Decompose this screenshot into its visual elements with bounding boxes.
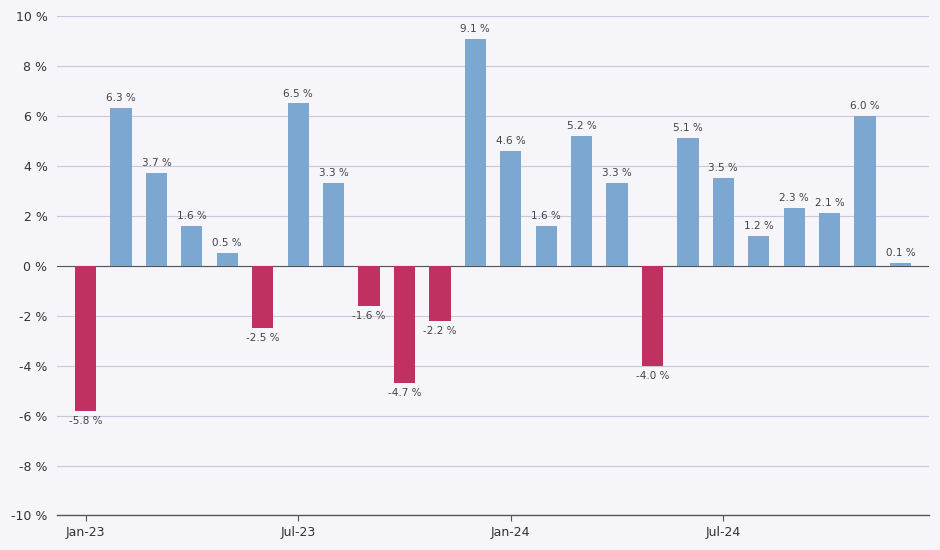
Bar (146, 173, 167, 266)
Text: 1.6 %: 1.6 % (177, 211, 207, 221)
Text: 5.2 %: 5.2 % (567, 121, 597, 131)
Text: 1.6 %: 1.6 % (531, 211, 561, 221)
Text: 3.5 %: 3.5 % (709, 163, 738, 173)
Text: -1.6 %: -1.6 % (352, 311, 385, 321)
Bar (642, 266, 663, 366)
Text: -4.7 %: -4.7 % (387, 388, 421, 398)
Text: -5.8 %: -5.8 % (69, 416, 102, 426)
Text: 9.1 %: 9.1 % (461, 24, 490, 34)
Bar (571, 136, 592, 266)
Bar (394, 266, 415, 383)
Text: 6.5 %: 6.5 % (283, 89, 313, 98)
Text: 3.3 %: 3.3 % (603, 168, 632, 178)
Bar (606, 183, 628, 266)
Text: 6.0 %: 6.0 % (851, 101, 880, 111)
Bar (75, 266, 96, 411)
Text: 3.3 %: 3.3 % (319, 168, 349, 178)
Bar (252, 266, 274, 328)
Text: 1.2 %: 1.2 % (744, 221, 774, 231)
Text: -2.2 %: -2.2 % (423, 326, 457, 336)
Bar (890, 263, 911, 266)
Bar (819, 213, 840, 266)
Text: 4.6 %: 4.6 % (496, 136, 525, 146)
Text: -4.0 %: -4.0 % (635, 371, 669, 381)
Bar (536, 226, 556, 266)
Bar (854, 116, 876, 266)
Text: 5.1 %: 5.1 % (673, 123, 703, 134)
Bar (181, 226, 202, 266)
Text: 6.3 %: 6.3 % (106, 94, 136, 103)
Bar (713, 178, 734, 266)
Text: 2.3 %: 2.3 % (779, 194, 809, 204)
Bar (288, 103, 309, 266)
Bar (500, 151, 522, 266)
Bar (464, 39, 486, 266)
Bar (748, 236, 770, 266)
Text: 3.7 %: 3.7 % (142, 158, 171, 168)
Text: 0.1 %: 0.1 % (885, 248, 916, 258)
Text: 2.1 %: 2.1 % (815, 199, 844, 208)
Bar (216, 254, 238, 266)
Bar (323, 183, 344, 266)
Bar (430, 266, 450, 321)
Bar (358, 266, 380, 306)
Text: -2.5 %: -2.5 % (246, 333, 279, 343)
Bar (784, 208, 805, 266)
Text: 0.5 %: 0.5 % (212, 238, 243, 248)
Bar (678, 139, 698, 266)
Bar (110, 108, 132, 266)
